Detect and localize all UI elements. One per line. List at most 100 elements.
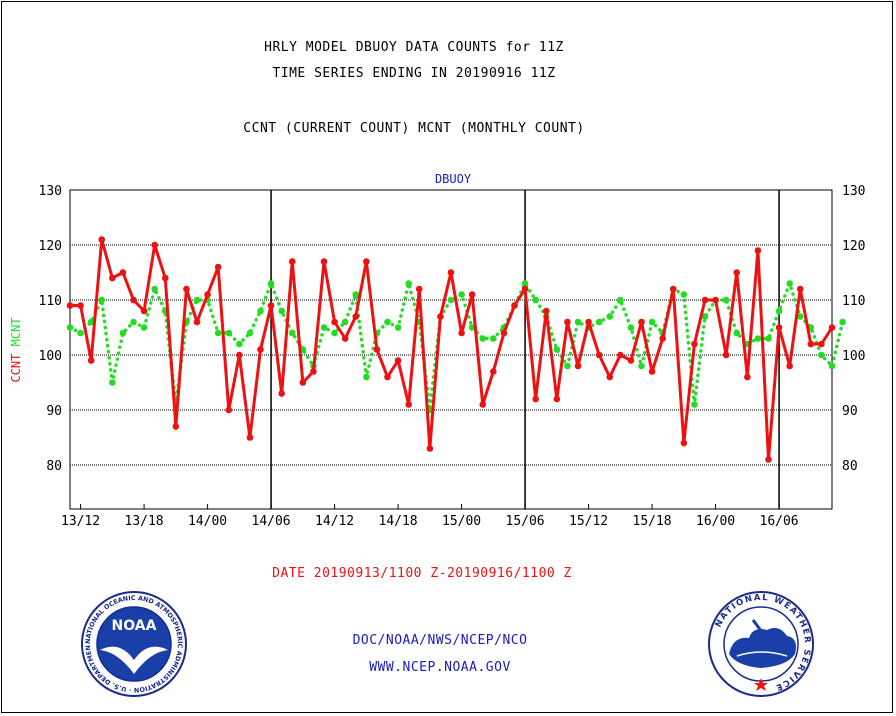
data-point-ccnt bbox=[437, 313, 444, 320]
data-point-ccnt bbox=[77, 302, 84, 309]
data-point-ccnt bbox=[98, 236, 106, 243]
data-point-ccnt bbox=[109, 274, 116, 282]
data-point-ccnt bbox=[119, 269, 127, 276]
data-point-mcnt bbox=[796, 313, 804, 320]
data-point-mcnt bbox=[447, 296, 455, 304]
data-point-ccnt bbox=[426, 445, 434, 452]
data-point-mcnt bbox=[839, 318, 846, 326]
y-tick-left-100: 100 bbox=[39, 349, 62, 364]
data-point-mcnt bbox=[521, 280, 529, 287]
nws-logo-icon: NATIONAL WEATHER SERVICE bbox=[708, 591, 814, 697]
data-point-mcnt bbox=[617, 296, 624, 304]
data-point-mcnt bbox=[564, 362, 571, 370]
data-point-ccnt bbox=[775, 324, 783, 331]
data-point-ccnt bbox=[415, 285, 423, 293]
noaa-logo-icon: NOAA NATIONAL OCEANIC AND ATMOSPHERIC AD… bbox=[80, 590, 187, 697]
data-point-ccnt bbox=[659, 335, 666, 342]
data-point-mcnt bbox=[553, 346, 561, 353]
y-axis-label-mcnt: MCNT bbox=[9, 317, 23, 353]
data-point-mcnt bbox=[225, 329, 233, 337]
data-point-ccnt bbox=[66, 302, 74, 309]
data-point-mcnt bbox=[214, 329, 222, 337]
time-series-chart: 80 80 90 90 100 100 110 110 120 120 130 130 13/12 13/… bbox=[9, 172, 865, 529]
data-point-ccnt bbox=[542, 307, 550, 315]
plot-title: DBUOY bbox=[435, 172, 472, 186]
data-point-mcnt bbox=[278, 307, 285, 315]
data-point-ccnt bbox=[320, 258, 328, 265]
data-point-ccnt bbox=[511, 302, 518, 309]
data-point-mcnt bbox=[765, 335, 772, 342]
data-point-ccnt bbox=[574, 362, 582, 370]
data-point-ccnt bbox=[225, 406, 233, 414]
data-point-mcnt bbox=[691, 401, 698, 408]
date-range-label: DATE 20190913/1100 Z-20190916/1100 Z bbox=[272, 566, 572, 581]
data-point-mcnt bbox=[352, 291, 360, 298]
x-tick-label-16-06: 16/06 bbox=[760, 514, 799, 529]
data-point-ccnt bbox=[606, 373, 614, 381]
data-point-ccnt bbox=[733, 269, 741, 276]
data-point-ccnt bbox=[617, 351, 624, 359]
data-point-ccnt bbox=[807, 340, 815, 348]
data-point-ccnt bbox=[299, 379, 307, 386]
plot-area bbox=[69, 189, 833, 510]
data-point-mcnt bbox=[77, 329, 84, 337]
data-point-mcnt bbox=[130, 318, 137, 326]
data-point-mcnt bbox=[341, 318, 349, 326]
data-point-ccnt bbox=[786, 362, 793, 370]
x-tick-label-16-00: 16/00 bbox=[696, 514, 735, 529]
data-point-mcnt bbox=[320, 324, 328, 331]
data-point-mcnt bbox=[606, 313, 614, 320]
y-tick-left-90: 90 bbox=[46, 404, 62, 419]
data-point-ccnt bbox=[500, 329, 508, 337]
x-tick-label-14-06: 14/06 bbox=[252, 514, 291, 529]
data-point-mcnt bbox=[363, 373, 370, 381]
data-point-ccnt bbox=[257, 346, 264, 353]
data-point-mcnt bbox=[87, 318, 95, 326]
data-point-mcnt bbox=[595, 318, 603, 326]
y-tick-right-90: 90 bbox=[842, 404, 858, 419]
data-point-mcnt bbox=[257, 307, 264, 315]
data-point-mcnt bbox=[818, 351, 825, 359]
data-point-mcnt bbox=[119, 329, 127, 337]
data-point-ccnt bbox=[564, 318, 571, 326]
data-point-ccnt bbox=[310, 368, 317, 375]
data-point-mcnt bbox=[786, 280, 793, 287]
data-point-ccnt bbox=[214, 263, 222, 271]
y-tick-right-130: 130 bbox=[842, 184, 865, 199]
data-point-ccnt bbox=[341, 335, 349, 342]
y-axis-label: CCNT MCNT bbox=[9, 317, 23, 382]
data-point-ccnt bbox=[87, 357, 95, 364]
data-point-ccnt bbox=[193, 318, 201, 326]
data-point-mcnt bbox=[722, 296, 730, 304]
data-point-ccnt bbox=[204, 291, 211, 298]
data-point-ccnt bbox=[140, 307, 148, 315]
data-point-ccnt bbox=[765, 456, 772, 463]
data-point-ccnt bbox=[627, 357, 635, 364]
footer-url: WWW.NCEP.NOAA.GOV bbox=[369, 660, 511, 675]
data-point-mcnt bbox=[733, 329, 741, 337]
data-point-ccnt bbox=[405, 401, 412, 408]
data-point-ccnt bbox=[691, 340, 698, 348]
x-tick-label-14-12: 14/12 bbox=[315, 514, 354, 529]
data-point-ccnt bbox=[373, 346, 381, 353]
data-point-mcnt bbox=[193, 296, 201, 304]
data-point-ccnt bbox=[161, 274, 169, 282]
data-point-ccnt bbox=[458, 329, 465, 337]
data-point-ccnt bbox=[267, 302, 275, 309]
noaa-logo-text: NOAA bbox=[112, 618, 157, 634]
data-point-mcnt bbox=[754, 335, 762, 342]
x-tick-label-14-00: 14/00 bbox=[188, 514, 227, 529]
x-tick-label-13-18: 13/18 bbox=[125, 514, 164, 529]
subtitle: CCNT (CURRENT COUNT) MCNT (MONTHLY COUNT… bbox=[243, 121, 585, 136]
data-point-mcnt bbox=[458, 291, 465, 298]
y-tick-right-100: 100 bbox=[842, 349, 865, 364]
x-tick-label-15-06: 15/06 bbox=[506, 514, 545, 529]
data-point-mcnt bbox=[405, 280, 412, 287]
y-tick-left-130: 130 bbox=[39, 184, 62, 199]
y-tick-left-120: 120 bbox=[39, 239, 62, 254]
data-point-ccnt bbox=[278, 390, 285, 397]
data-point-ccnt bbox=[669, 285, 677, 293]
data-point-ccnt bbox=[236, 351, 243, 359]
data-point-mcnt bbox=[140, 324, 148, 331]
data-point-ccnt bbox=[744, 373, 751, 381]
